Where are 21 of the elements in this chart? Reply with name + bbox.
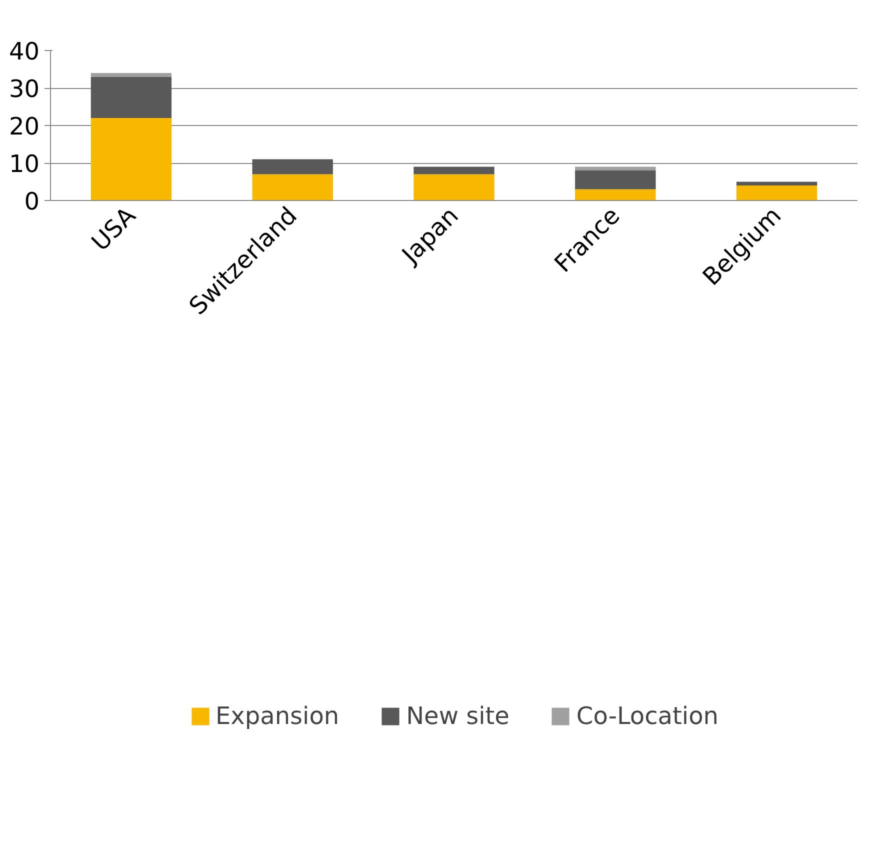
- bar: [414, 174, 494, 200]
- bar: [252, 174, 333, 200]
- bar: [414, 166, 494, 174]
- y-tick-label: 20: [8, 112, 40, 140]
- bar: [575, 170, 656, 190]
- y-tick-label: 40: [8, 38, 40, 66]
- bar: [90, 118, 172, 200]
- bar: [252, 159, 333, 174]
- y-tick-label: 0: [24, 188, 40, 216]
- legend-label: New site: [406, 702, 510, 730]
- legend-label: Expansion: [216, 702, 340, 730]
- bar: [90, 73, 172, 77]
- legend-label: Co-Location: [576, 702, 718, 730]
- y-tick-label: 10: [8, 150, 40, 178]
- bar: [736, 182, 818, 186]
- bar: [90, 76, 172, 118]
- bar: [575, 189, 656, 200]
- bar: [736, 186, 818, 200]
- bar: [575, 166, 656, 170]
- x-tick-label: USA: [86, 201, 142, 257]
- y-tick-label: 30: [8, 75, 40, 103]
